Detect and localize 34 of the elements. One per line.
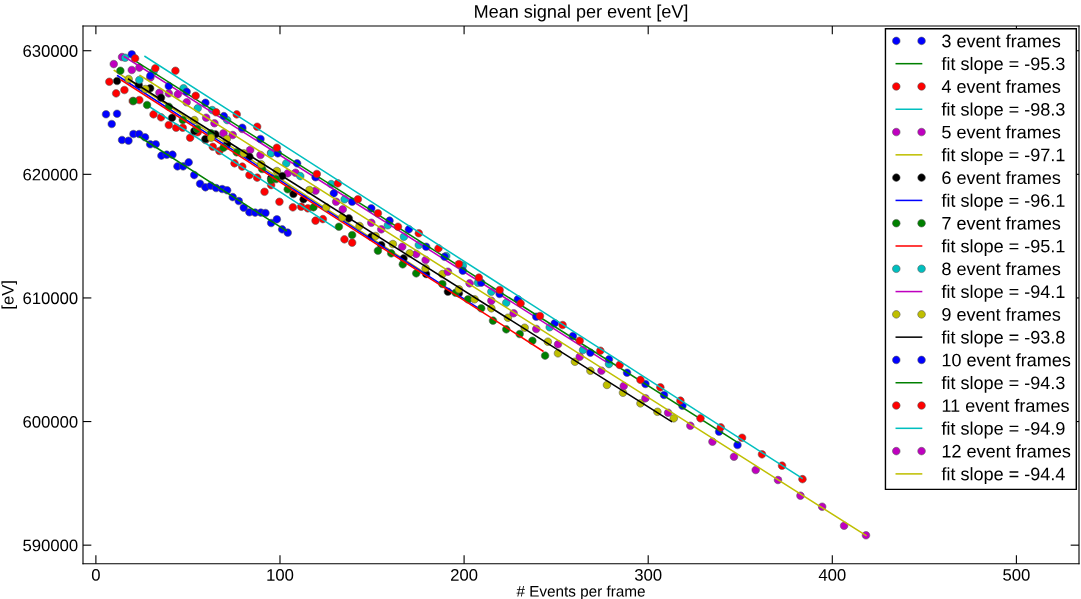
legend-label: fit slope = -98.3 [941,102,1065,120]
legend-label: fit slope = -94.9 [941,421,1065,439]
y-axis-title: [eV] [1,281,17,309]
legend-label: 8 event frames [942,262,1061,276]
y-tick-label: 590000 [23,539,78,552]
x-tick-label: 500 [1003,569,1030,581]
x-tick-label: 0 [91,569,100,581]
y-tick-label: 630000 [23,45,78,57]
x-tick-label: 400 [818,569,846,581]
chart-title: Mean signal per event [eV] [475,4,688,22]
y-tick-label: 620000 [23,168,78,181]
legend-label: fit slope = -94.3 [941,375,1065,393]
x-axis-title: # Events per frame [516,585,645,599]
legend-label: 10 event frames [942,353,1071,367]
legend-label: 12 event frames [942,444,1071,458]
legend-label: 3 event frames [942,34,1061,48]
legend-label: fit slope = -95.1 [941,239,1065,257]
legend-label: fit slope = -95.3 [941,56,1065,74]
legend-label: fit slope = -94.4 [941,467,1065,484]
x-tick-label: 100 [267,569,294,581]
legend-label: fit slope = -94.1 [941,284,1065,302]
legend-label: fit slope = -96.1 [941,193,1065,211]
legend-label: 5 event frames [942,125,1061,139]
legend-label: 6 event frames [942,170,1061,185]
x-tick-label: 200 [451,569,478,581]
legend-label: 4 event frames [941,79,1061,93]
y-tick-label: 610000 [23,292,78,305]
legend-label: 7 event frames [942,216,1061,230]
legend-label: fit slope = -93.8 [941,330,1065,348]
legend-label: 9 event frames [942,307,1061,321]
legend-label: 11 event frames [942,398,1069,413]
legend-label: fit slope = -97.1 [941,148,1065,165]
x-tick-label: 300 [634,569,662,581]
y-tick-label: 600000 [23,415,78,428]
